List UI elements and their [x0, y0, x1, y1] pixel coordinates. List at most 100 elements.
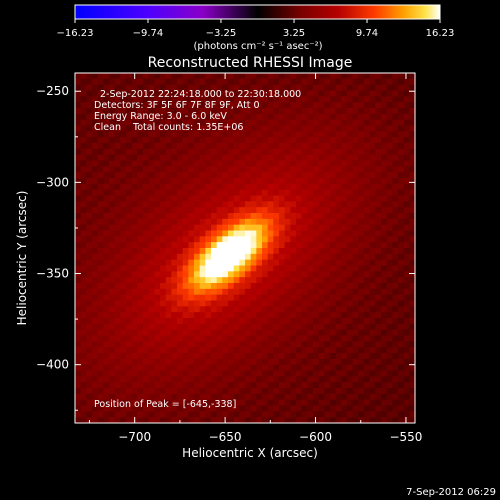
heatmap-cell: [131, 283, 138, 290]
heatmap-cell: [194, 148, 201, 156]
heatmap-cell: [148, 108, 155, 115]
heatmap-cell: [86, 84, 93, 91]
heatmap-cell: [194, 230, 201, 237]
heatmap-cell: [341, 259, 348, 266]
heatmap-cell: [222, 160, 229, 167]
heatmap-cell: [279, 125, 286, 132]
heatmap-cell: [126, 358, 133, 366]
heatmap-cell: [318, 347, 325, 354]
heatmap-cell: [199, 405, 206, 412]
heatmap-cell: [239, 417, 246, 423]
heatmap-cell: [318, 253, 325, 261]
heatmap-cell: [109, 143, 116, 150]
heatmap-cell: [75, 172, 82, 179]
heatmap-cell: [171, 102, 178, 109]
heatmap-cell: [92, 376, 99, 383]
heatmap-cell: [148, 341, 155, 348]
heatmap-cell: [409, 96, 415, 103]
heatmap-cell: [205, 96, 212, 103]
heatmap-cell: [341, 318, 348, 325]
heatmap-cell: [358, 102, 365, 109]
heatmap-cell: [341, 358, 348, 366]
heatmap-cell: [262, 137, 269, 144]
heatmap-cell: [409, 271, 415, 278]
heatmap-cell: [75, 300, 82, 307]
heatmap-cell: [267, 300, 274, 307]
heatmap-cell: [256, 218, 263, 226]
heatmap-cell: [273, 405, 280, 412]
heatmap-cell: [239, 84, 246, 91]
heatmap-cell: [194, 300, 201, 307]
heatmap-cell: [284, 178, 291, 185]
heatmap-cell: [194, 236, 201, 243]
heatmap-cell: [86, 277, 93, 284]
heatmap-cell: [182, 154, 189, 161]
heatmap-cell: [160, 113, 167, 121]
heatmap-cell: [318, 265, 325, 272]
heatmap-cell: [330, 300, 337, 307]
heatmap-cell: [92, 207, 99, 214]
heatmap-cell: [352, 259, 359, 266]
heatmap-cell: [386, 347, 393, 354]
heatmap-cell: [245, 318, 252, 325]
heatmap-cell: [143, 388, 150, 395]
heatmap-cell: [262, 370, 269, 377]
heatmap-cell: [307, 388, 314, 395]
heatmap-cell: [239, 125, 246, 132]
heatmap-cell: [75, 242, 82, 249]
heatmap-cell: [318, 364, 325, 371]
heatmap-cell: [171, 335, 178, 342]
heatmap-cell: [194, 376, 201, 383]
heatmap-cell: [143, 242, 150, 249]
heatmap-cell: [211, 178, 218, 185]
heatmap-cell: [375, 335, 382, 342]
heatmap-cell: [330, 125, 337, 132]
heatmap-cell: [109, 288, 116, 296]
heatmap-cell: [154, 166, 161, 173]
heatmap-cell: [165, 172, 172, 179]
heatmap-cell: [262, 236, 269, 243]
heatmap-cell: [233, 218, 240, 226]
heatmap-cell: [273, 364, 280, 371]
heatmap-cell: [188, 329, 195, 336]
heatmap-cell: [120, 242, 127, 249]
heatmap-cell: [296, 376, 303, 383]
heatmap-cell: [358, 178, 365, 185]
heatmap-cell: [403, 399, 410, 406]
heatmap-cell: [358, 236, 365, 243]
heatmap-cell: [330, 183, 337, 191]
heatmap-cell: [211, 189, 218, 196]
heatmap-cell: [131, 405, 138, 412]
heatmap-cell: [188, 405, 195, 412]
heatmap-cell: [177, 207, 184, 214]
heatmap-cell: [199, 259, 206, 266]
heatmap-cell: [177, 125, 184, 132]
heatmap-cell: [256, 399, 263, 406]
heatmap-cell: [177, 353, 184, 360]
heatmap-cell: [324, 143, 331, 150]
heatmap-cell: [301, 399, 308, 406]
heatmap-cell: [92, 113, 99, 121]
heatmap-cell: [120, 102, 127, 109]
heatmap-cell: [318, 283, 325, 290]
heatmap-cell: [364, 90, 371, 97]
heatmap-cell: [398, 125, 405, 132]
heatmap-cell: [160, 335, 167, 342]
heatmap-cell: [160, 248, 167, 255]
heatmap-cell: [222, 224, 229, 231]
heatmap-cell: [313, 306, 320, 313]
heatmap-cell: [131, 259, 138, 266]
heatmap-cell: [409, 213, 415, 220]
heatmap-cell: [97, 417, 104, 423]
heatmap-cell: [171, 242, 178, 249]
heatmap-cell: [409, 113, 415, 121]
heatmap-cell: [103, 382, 110, 389]
heatmap-cell: [324, 393, 331, 401]
heatmap-cell: [194, 207, 201, 214]
heatmap-cell: [398, 347, 405, 354]
heatmap-cell: [97, 78, 104, 86]
heatmap-cell: [250, 154, 257, 161]
heatmap-cell: [409, 73, 415, 80]
heatmap-cell: [256, 388, 263, 395]
heatmap-cell: [256, 259, 263, 266]
